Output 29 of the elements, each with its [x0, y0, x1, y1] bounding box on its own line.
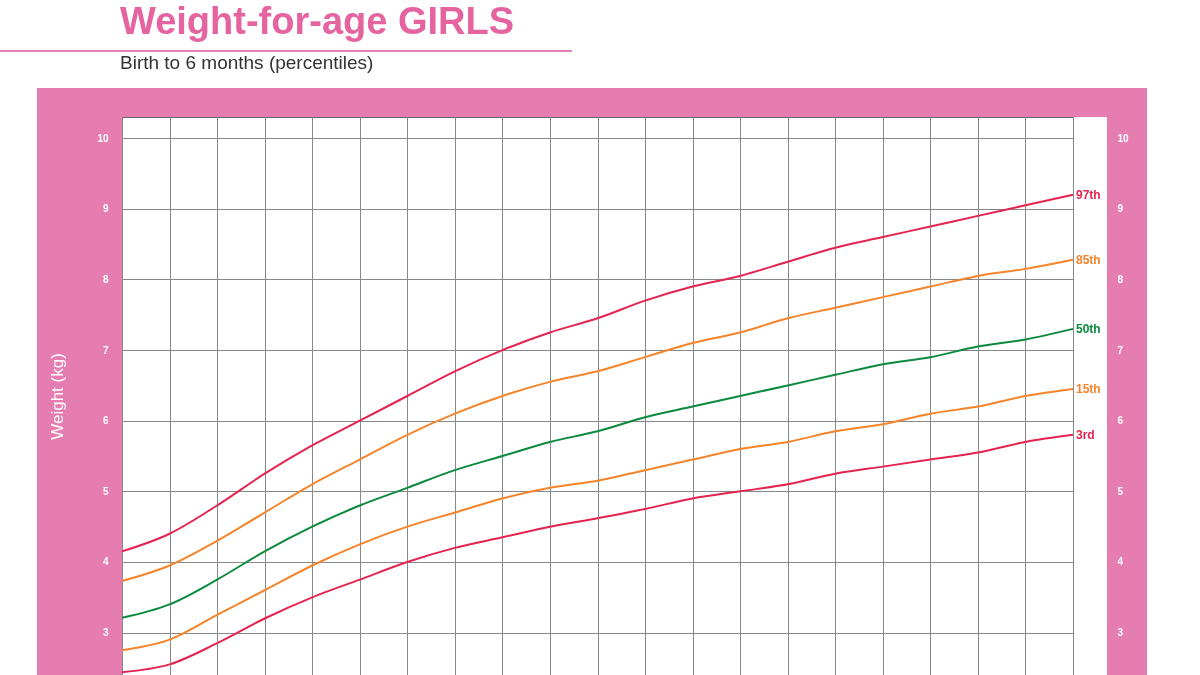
y-tick-label: 3: [102, 627, 109, 639]
series-label: 85th: [1076, 252, 1101, 267]
y-tick-label: 10: [97, 132, 109, 144]
y-tick-label: 7: [102, 344, 109, 356]
chart-subtitle: Birth to 6 months (percentiles): [120, 52, 374, 73]
chart-title: Weight-for-age GIRLS: [120, 0, 515, 42]
y-tick-label: 4: [102, 556, 109, 568]
y2-tick-label: 5: [1117, 485, 1124, 497]
y2-tick-label: 10: [1117, 132, 1130, 144]
series-label: 3rd: [1076, 427, 1095, 442]
y-tick-label: 8: [102, 273, 109, 285]
y2-tick-label: 9: [1117, 203, 1124, 215]
y2-tick-label: 4: [1117, 556, 1124, 568]
y2-tick-label: 6: [1117, 415, 1124, 427]
line-series: [121, 387, 1074, 652]
y-axis-title: Weight (kg): [48, 353, 68, 440]
line-series: [121, 433, 1074, 674]
y-tick-label: 6: [102, 415, 109, 427]
series-label: 50th: [1076, 321, 1101, 336]
line-series: [121, 193, 1074, 553]
y2-tick-label: 8: [1117, 273, 1124, 285]
y2-tick-label: 3: [1117, 627, 1124, 639]
line-series: [121, 258, 1074, 583]
line-series: [121, 327, 1074, 619]
y-tick-label: 9: [102, 203, 109, 215]
series-label: 97th: [1076, 187, 1101, 202]
series-label: 15th: [1076, 381, 1101, 396]
y-tick-label: 5: [102, 485, 109, 497]
y2-tick-label: 7: [1117, 344, 1124, 356]
